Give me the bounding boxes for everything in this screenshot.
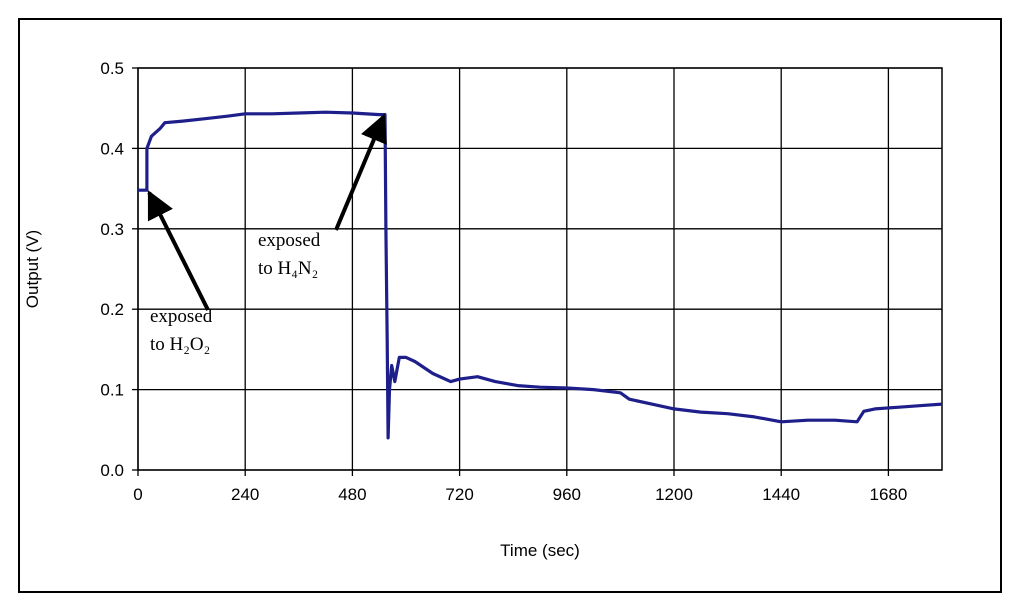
grid-lines [132, 67, 943, 476]
y-tick-label: 0.4 [100, 139, 124, 158]
annotation-text: exposed to H₂O₂ [150, 306, 213, 355]
annotation-text: exposed to H₄N₂ [258, 230, 321, 279]
y-tick-label: 0.2 [100, 300, 124, 319]
x-axis-label: Time (sec) [500, 541, 580, 560]
y-tick-label: 0.3 [100, 220, 124, 239]
y-axis-label: Output (V) [23, 230, 42, 308]
x-tick-label: 1440 [762, 485, 800, 504]
x-tick-label: 1680 [869, 485, 907, 504]
chart-frame [18, 18, 1002, 593]
y-tick-label: 0.0 [100, 461, 124, 480]
x-tick-label: 480 [338, 485, 366, 504]
annotations: exposed to H₂O₂ exposed to H₄N₂ [147, 113, 387, 355]
x-tick-label: 720 [445, 485, 473, 504]
tick-labels: 0 240 480 720 960 1200 1440 1680 0.0 0.1 0.2 0.3 0.4… [100, 59, 907, 504]
x-tick-label: 240 [231, 485, 259, 504]
y-tick-label: 0.5 [100, 59, 124, 78]
series-line [138, 110, 943, 440]
x-tick-label: 0 [133, 485, 142, 504]
series-layer [138, 110, 943, 440]
x-tick-label: 1200 [655, 485, 693, 504]
annotation-arrow [147, 190, 210, 311]
x-tick-label: 960 [553, 485, 581, 504]
annotation-arrow [334, 113, 387, 231]
y-tick-label: 0.1 [100, 381, 124, 400]
